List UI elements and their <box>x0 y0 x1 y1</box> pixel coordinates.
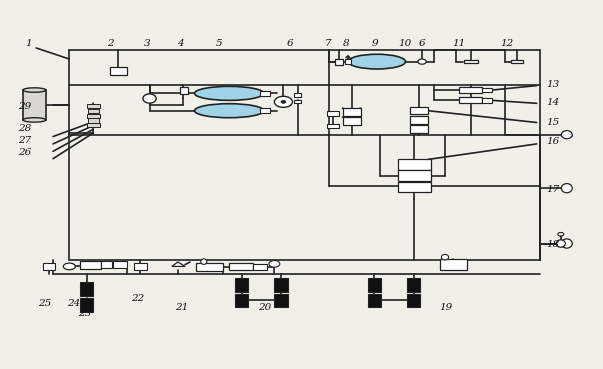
Bar <box>482 98 492 103</box>
Text: 4: 4 <box>177 39 184 48</box>
Ellipse shape <box>143 94 156 103</box>
Text: 20: 20 <box>258 303 271 312</box>
Text: 6: 6 <box>419 39 426 48</box>
Ellipse shape <box>63 263 75 270</box>
Ellipse shape <box>561 131 572 139</box>
Bar <box>407 278 420 292</box>
Ellipse shape <box>418 59 426 64</box>
Bar <box>464 60 478 63</box>
Bar <box>229 263 253 270</box>
Bar <box>43 263 55 270</box>
Bar <box>88 109 99 113</box>
Bar <box>101 261 112 268</box>
Bar <box>80 261 101 269</box>
Text: 23: 23 <box>78 309 92 318</box>
Text: 9: 9 <box>372 39 379 48</box>
Text: 25: 25 <box>38 299 51 308</box>
Bar <box>335 59 343 65</box>
Bar <box>294 100 302 103</box>
Text: 1: 1 <box>25 39 32 48</box>
Bar <box>88 118 99 123</box>
Text: 14: 14 <box>546 98 560 107</box>
Text: 27: 27 <box>18 136 31 145</box>
Bar <box>253 264 267 270</box>
Text: 28: 28 <box>18 124 31 133</box>
Text: 11: 11 <box>452 39 466 48</box>
Text: 17: 17 <box>546 185 560 194</box>
Text: 3: 3 <box>144 39 150 48</box>
Text: 2: 2 <box>107 39 114 48</box>
Bar <box>398 182 431 192</box>
Text: 21: 21 <box>175 303 188 312</box>
Ellipse shape <box>23 118 46 122</box>
Bar <box>398 159 431 170</box>
Text: 5: 5 <box>216 39 223 48</box>
Bar <box>410 116 428 124</box>
Ellipse shape <box>348 54 405 69</box>
Ellipse shape <box>194 104 264 118</box>
Bar <box>274 278 288 292</box>
Ellipse shape <box>201 259 207 265</box>
Bar <box>368 294 381 307</box>
Text: 15: 15 <box>546 118 560 127</box>
Bar <box>260 91 270 96</box>
Bar <box>345 59 351 64</box>
Bar <box>23 90 46 120</box>
Bar <box>87 104 100 108</box>
Text: 24: 24 <box>68 299 81 308</box>
Bar <box>410 125 428 133</box>
Text: 12: 12 <box>500 39 514 48</box>
Text: 13: 13 <box>546 80 560 89</box>
Bar <box>274 294 288 307</box>
Polygon shape <box>172 262 185 266</box>
Bar <box>110 67 127 75</box>
Bar <box>327 111 339 116</box>
Text: 10: 10 <box>398 39 411 48</box>
Text: 22: 22 <box>131 294 145 303</box>
Ellipse shape <box>561 239 572 248</box>
Bar <box>134 263 147 270</box>
Bar <box>410 107 428 114</box>
Bar <box>235 278 248 292</box>
Text: 18: 18 <box>546 240 560 249</box>
Ellipse shape <box>269 261 280 267</box>
Text: 29: 29 <box>18 103 31 111</box>
Bar <box>196 263 223 271</box>
Bar <box>235 294 248 307</box>
Bar <box>407 294 420 307</box>
Ellipse shape <box>274 96 292 107</box>
Bar <box>294 93 302 97</box>
Bar <box>180 87 188 94</box>
Bar <box>87 123 100 127</box>
Text: 19: 19 <box>439 303 452 312</box>
Ellipse shape <box>556 240 566 247</box>
Ellipse shape <box>441 255 449 260</box>
Bar <box>511 60 523 63</box>
Bar <box>368 278 381 292</box>
Ellipse shape <box>281 100 286 103</box>
Ellipse shape <box>194 86 264 100</box>
Text: 6: 6 <box>286 39 293 48</box>
Bar <box>398 170 431 181</box>
Ellipse shape <box>561 184 572 193</box>
Bar <box>343 117 361 125</box>
Text: 16: 16 <box>546 137 560 146</box>
Text: 26: 26 <box>18 148 31 157</box>
Bar <box>87 114 100 118</box>
Bar <box>482 88 492 92</box>
Bar <box>113 261 127 268</box>
Bar <box>80 282 93 296</box>
Bar <box>343 108 361 116</box>
Text: 7: 7 <box>324 39 331 48</box>
Bar <box>459 87 482 93</box>
Ellipse shape <box>23 88 46 92</box>
Bar <box>459 97 482 103</box>
Bar <box>440 259 467 270</box>
Text: 8: 8 <box>343 39 349 48</box>
Bar <box>327 124 339 128</box>
Bar <box>80 298 93 312</box>
Bar <box>260 108 270 113</box>
